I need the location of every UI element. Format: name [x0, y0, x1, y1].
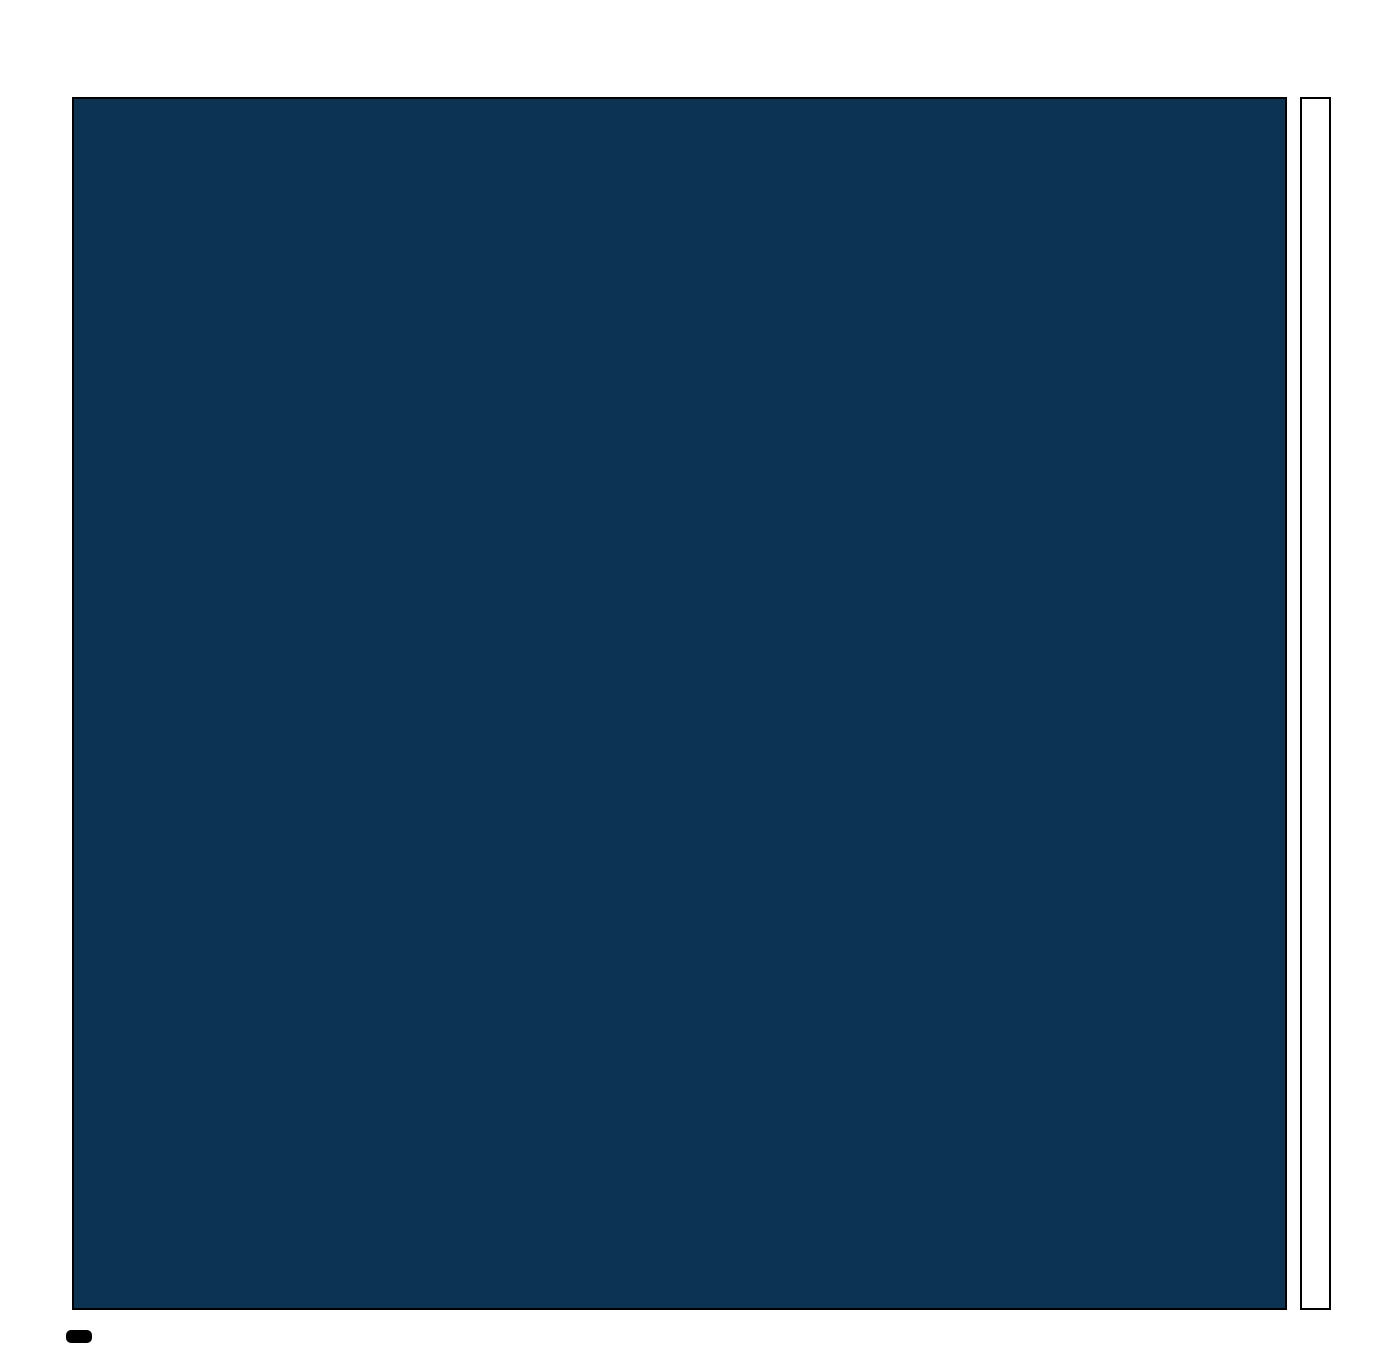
temperature-colorbar[interactable] — [1300, 97, 1331, 1310]
brightness-temperature-raster — [74, 99, 1285, 1308]
colorbar-gradient — [1302, 99, 1329, 1308]
coastline-overlay — [74, 99, 1285, 1308]
satellite-image-plot[interactable] — [72, 97, 1287, 1310]
copyright-watermark — [66, 1330, 92, 1343]
